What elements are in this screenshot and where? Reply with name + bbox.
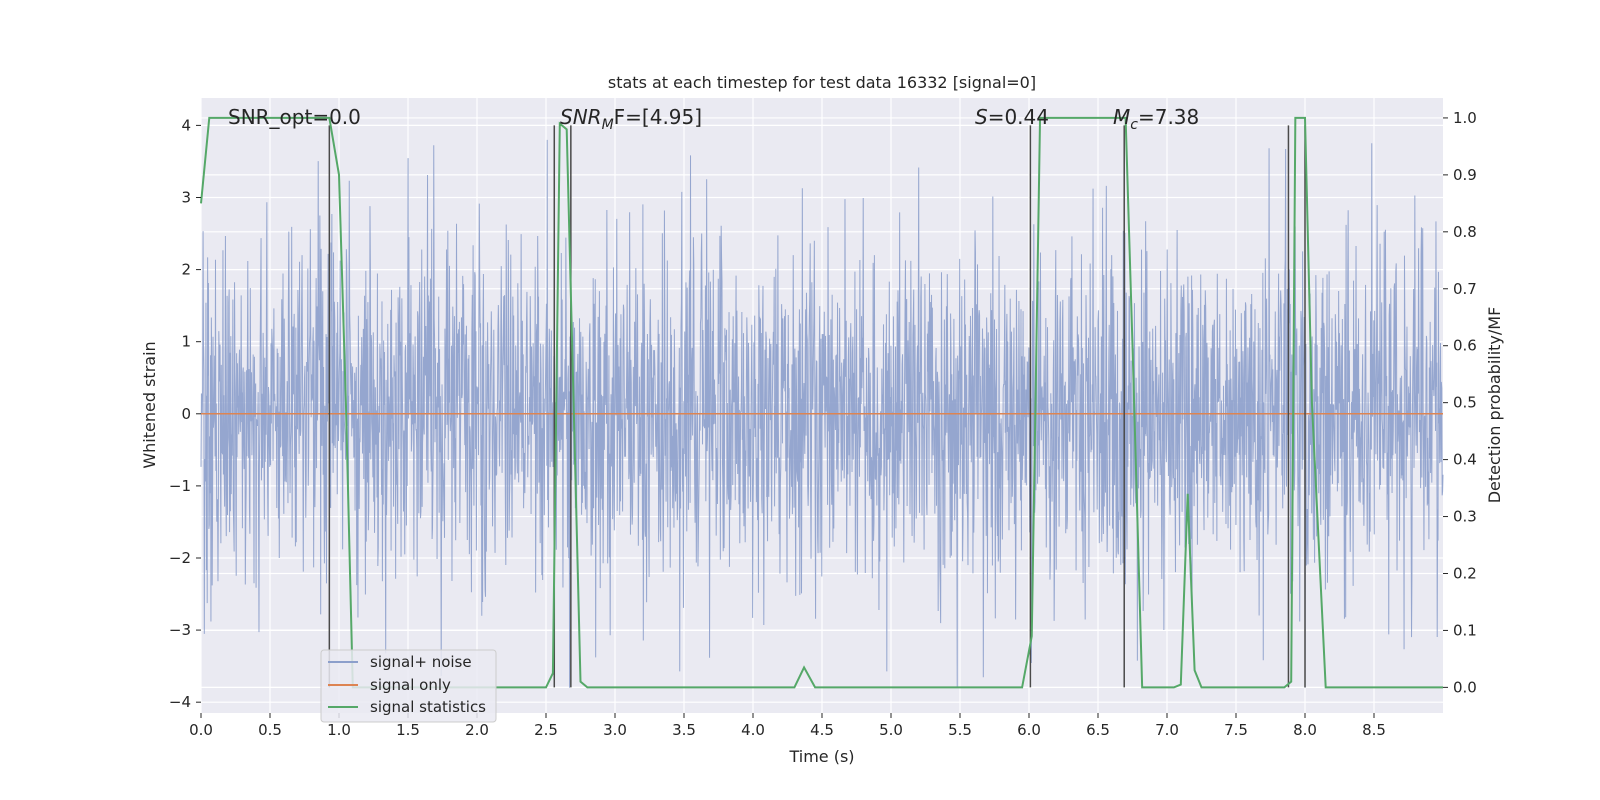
y-right-tick-label-2: 0.8 bbox=[1453, 223, 1477, 241]
x-tick-label-15: 7.5 bbox=[1224, 721, 1248, 739]
x-tick-labels: 0.0 0.5 1.0 1.5 2.0 2.5 3.0 3.5 4.0 4.5 5.0 5.5 6.0 6… bbox=[189, 713, 1386, 739]
y-axis-label: Whitened strain bbox=[140, 341, 159, 468]
y-right-tick-label-3: 0.7 bbox=[1453, 280, 1477, 298]
y-tick-label-3: 1 bbox=[181, 333, 191, 351]
x-tick-label-8: 4.0 bbox=[741, 721, 765, 739]
x-tick-label-13: 6.5 bbox=[1086, 721, 1110, 739]
annotation-s: S=0.44 bbox=[975, 105, 1049, 129]
x-tick-label-10: 5.0 bbox=[879, 721, 903, 739]
y-right-tick-label-6: 0.4 bbox=[1453, 451, 1477, 469]
series-signal-statistics bbox=[200, 116, 1443, 689]
x-tick-label-16: 8.0 bbox=[1293, 721, 1317, 739]
y-right-tick-label-0: 1.0 bbox=[1453, 109, 1477, 127]
x-tick-label-11: 5.5 bbox=[948, 721, 972, 739]
y-tick-label-6: −2 bbox=[169, 549, 191, 567]
line-signal-noise bbox=[200, 139, 1444, 688]
annotation-mc: Mc=7.38 bbox=[1113, 105, 1199, 133]
y-right-tick-label-1: 0.9 bbox=[1453, 166, 1477, 184]
y-tick-labels: 4 3 2 1 0 −1 −2 −3 −4 bbox=[169, 116, 201, 711]
y-right-axis-label: Detection probability/MF bbox=[1485, 307, 1504, 504]
x-tick-label-5: 2.5 bbox=[534, 721, 558, 739]
legend: signal+ noise signal only signal statist… bbox=[320, 649, 497, 723]
y-right-tick-labels: 1.0 0.9 0.8 0.7 0.6 0.5 0.4 0.3 0.2 0.1 0.0 bbox=[1443, 109, 1477, 696]
y-right-tick-label-7: 0.3 bbox=[1453, 508, 1477, 526]
x-tick-label-6: 3.0 bbox=[603, 721, 627, 739]
y-tick-label-7: −3 bbox=[169, 621, 191, 639]
series-signal-noise bbox=[200, 139, 1444, 688]
x-tick-label-4: 2.0 bbox=[465, 721, 489, 739]
annotation-snr-opt: SNR_opt=0.0 bbox=[228, 105, 361, 129]
legend-box bbox=[320, 649, 497, 723]
x-axis-label: Time (s) bbox=[788, 747, 854, 766]
chart-title: stats at each timestep for test data 163… bbox=[608, 73, 1036, 92]
x-tick-label-14: 7.0 bbox=[1155, 721, 1179, 739]
x-tick-label-1: 0.5 bbox=[258, 721, 282, 739]
y-tick-label-2: 2 bbox=[181, 261, 191, 279]
y-right-tick-label-4: 0.6 bbox=[1453, 337, 1477, 355]
line-signal-statistics bbox=[200, 116, 1443, 689]
x-tick-label-0: 0.0 bbox=[189, 721, 213, 739]
y-tick-label-8: −4 bbox=[169, 693, 191, 711]
y-tick-label-1: 3 bbox=[181, 188, 191, 206]
y-tick-label-4: 0 bbox=[181, 405, 191, 423]
legend-label-signal-statistics: signal statistics bbox=[370, 698, 486, 716]
x-tick-label-17: 8.5 bbox=[1362, 721, 1386, 739]
x-tick-label-7: 3.5 bbox=[672, 721, 696, 739]
x-tick-label-3: 1.5 bbox=[396, 721, 420, 739]
x-tick-label-12: 6.0 bbox=[1017, 721, 1041, 739]
annotation-snr-mf: SNRMF=[4.95] bbox=[560, 105, 702, 133]
x-tick-label-9: 4.5 bbox=[810, 721, 834, 739]
y-right-tick-label-5: 0.5 bbox=[1453, 394, 1477, 412]
y-right-tick-label-8: 0.2 bbox=[1453, 564, 1477, 582]
y-tick-label-5: −1 bbox=[169, 477, 191, 495]
y-right-tick-label-9: 0.1 bbox=[1453, 621, 1477, 639]
x-tick-label-2: 1.0 bbox=[327, 721, 351, 739]
legend-label-signal-noise: signal+ noise bbox=[370, 653, 472, 671]
y-right-tick-label-10: 0.0 bbox=[1453, 678, 1477, 696]
legend-label-signal-only: signal only bbox=[370, 676, 451, 694]
y-tick-label-0: 4 bbox=[181, 116, 191, 134]
